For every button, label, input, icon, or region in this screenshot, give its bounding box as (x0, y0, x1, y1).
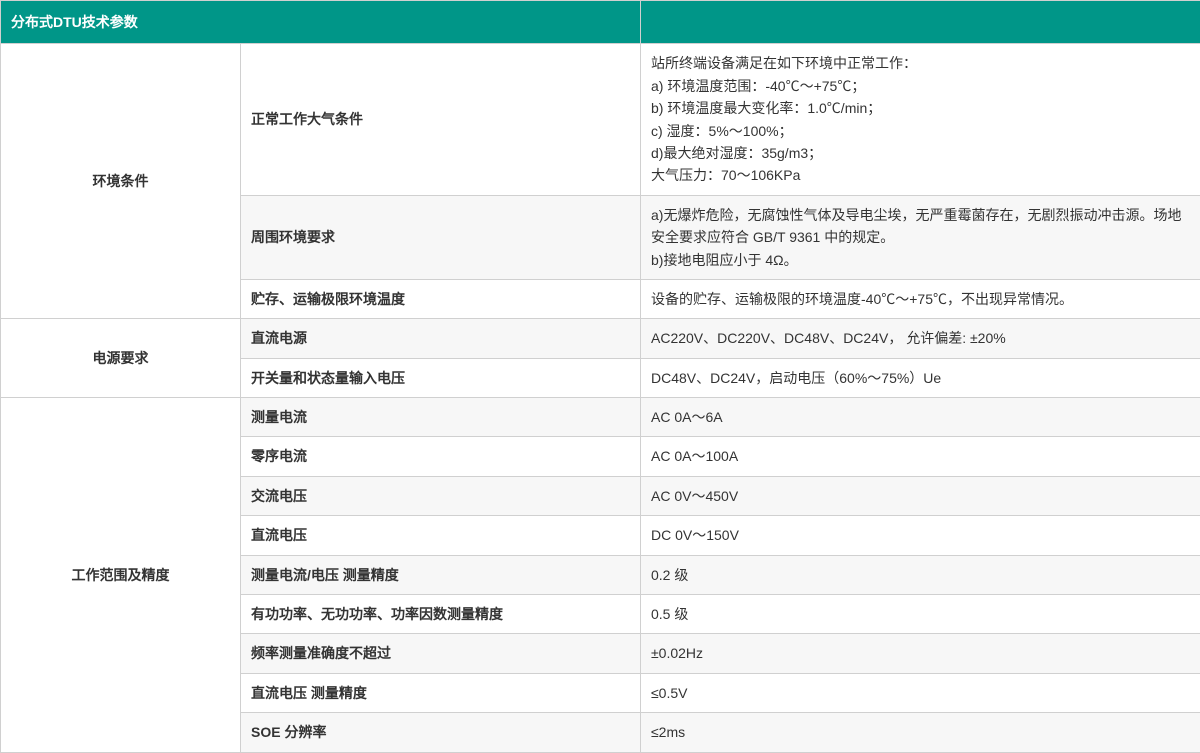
value-cell: 设备的贮存、运输极限的环境温度-40℃～+75℃，不出现异常情况。 (641, 279, 1200, 318)
param-cell: 直流电压 (241, 516, 641, 555)
param-cell: 零序电流 (241, 437, 641, 476)
category-cell: 环境条件 (1, 44, 241, 319)
value-cell: ±0.02Hz (641, 634, 1200, 673)
param-cell: 测量电流 (241, 398, 641, 437)
table-title-spacer (641, 1, 1200, 44)
value-cell: a)无爆炸危险，无腐蚀性气体及导电尘埃，无严重霉菌存在，无剧烈振动冲击源。场地安… (641, 195, 1200, 279)
param-cell: 测量电流/电压 测量精度 (241, 555, 641, 594)
value-cell: AC 0A～6A (641, 398, 1200, 437)
category-cell: 电源要求 (1, 319, 241, 398)
value-cell: 站所终端设备满足在如下环境中正常工作： a) 环境温度范围：-40℃～+75℃；… (641, 44, 1200, 195)
param-cell: SOE 分辨率 (241, 713, 641, 752)
table-row: 电源要求直流电源AC220V、DC220V、DC48V、DC24V， 允许偏差:… (1, 319, 1200, 358)
param-cell: 交流电压 (241, 476, 641, 515)
value-cell: ≤2ms (641, 713, 1200, 752)
value-cell: 0.2 级 (641, 555, 1200, 594)
value-cell: AC220V、DC220V、DC48V、DC24V， 允许偏差: ±20% (641, 319, 1200, 358)
category-cell: 工作范围及精度 (1, 398, 241, 753)
param-cell: 正常工作大气条件 (241, 44, 641, 195)
value-cell: AC 0V～450V (641, 476, 1200, 515)
table-body: 环境条件正常工作大气条件站所终端设备满足在如下环境中正常工作： a) 环境温度范… (1, 44, 1200, 752)
param-cell: 直流电源 (241, 319, 641, 358)
table-row: 环境条件正常工作大气条件站所终端设备满足在如下环境中正常工作： a) 环境温度范… (1, 44, 1200, 195)
value-cell: ≤0.5V (641, 673, 1200, 712)
param-cell: 直流电压 测量精度 (241, 673, 641, 712)
spec-table: 分布式DTU技术参数 环境条件正常工作大气条件站所终端设备满足在如下环境中正常工… (0, 0, 1200, 753)
table-title: 分布式DTU技术参数 (1, 1, 641, 44)
table-row: 工作范围及精度测量电流AC 0A～6A (1, 398, 1200, 437)
value-cell: AC 0A～100A (641, 437, 1200, 476)
param-cell: 有功功率、无功功率、功率因数测量精度 (241, 595, 641, 634)
param-cell: 开关量和状态量输入电压 (241, 358, 641, 397)
value-cell: 0.5 级 (641, 595, 1200, 634)
table-header: 分布式DTU技术参数 (1, 1, 1200, 44)
param-cell: 周围环境要求 (241, 195, 641, 279)
param-cell: 贮存、运输极限环境温度 (241, 279, 641, 318)
value-cell: DC48V、DC24V，启动电压（60%～75%）Ue (641, 358, 1200, 397)
value-cell: DC 0V～150V (641, 516, 1200, 555)
param-cell: 频率测量准确度不超过 (241, 634, 641, 673)
